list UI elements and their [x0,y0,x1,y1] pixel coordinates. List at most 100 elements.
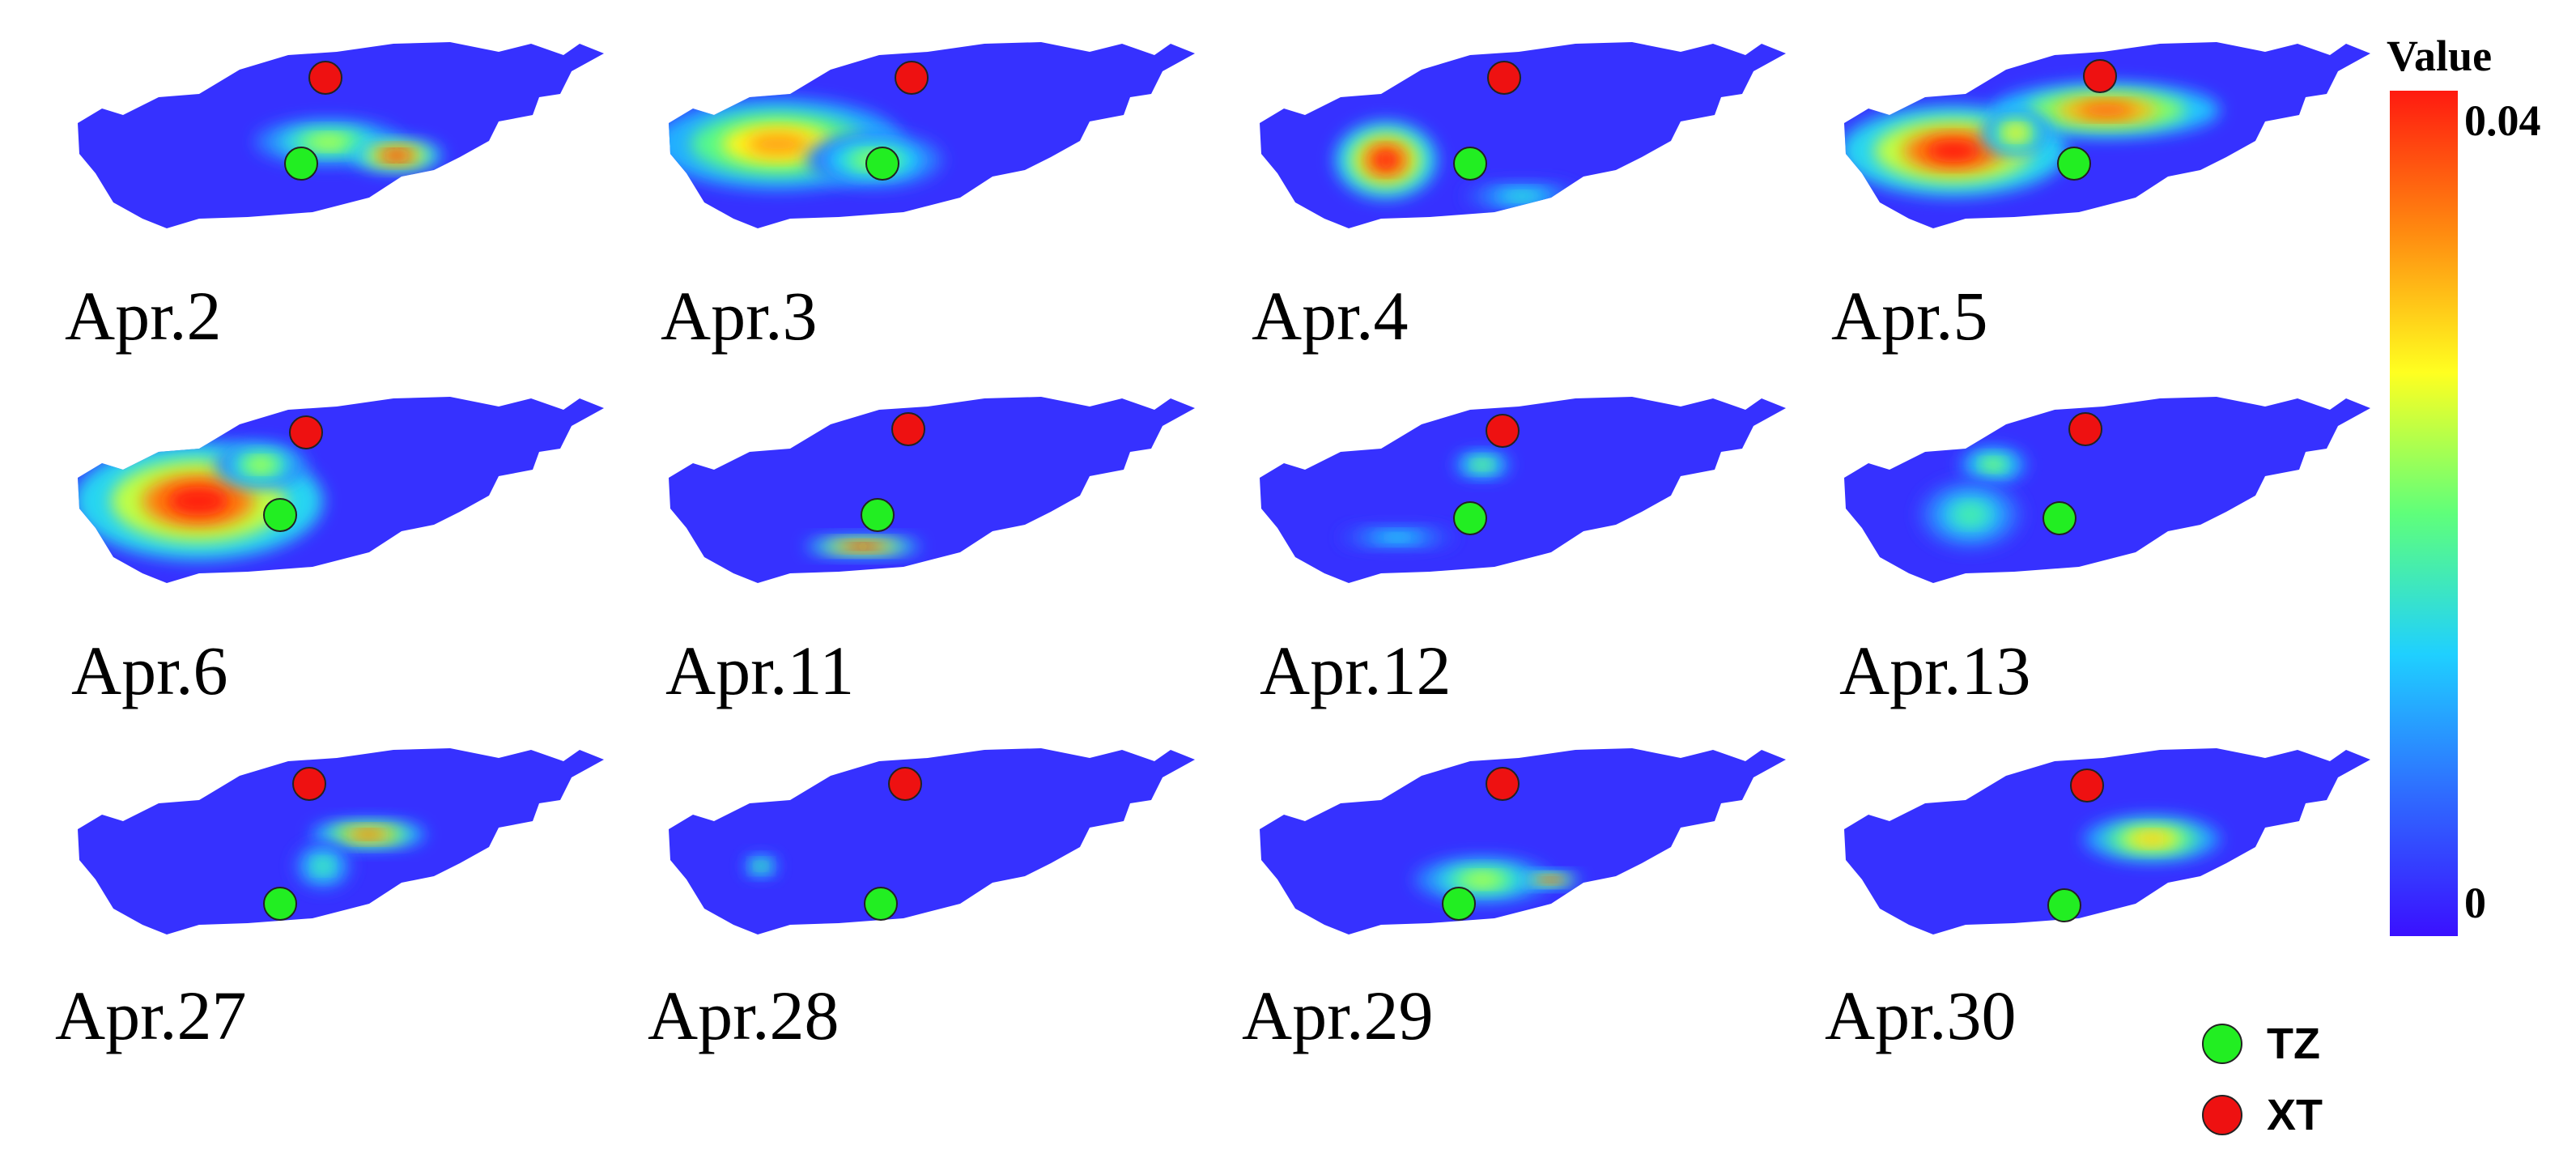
xt-marker [1486,414,1520,448]
dust-hotspot [167,486,230,516]
tz-marker [284,147,318,181]
legend-item-tz: TZ [2202,1019,2320,1069]
dust-hotspot [1925,139,1982,163]
dust-hotspot [354,831,383,838]
dust-map [669,42,1195,228]
date-label: Apr.12 [1260,632,1452,709]
colorbar [2390,91,2458,936]
tz-marker [864,887,898,921]
dust-map [669,748,1195,934]
dust-map [1260,748,1786,934]
xt-marker [308,61,342,95]
dust-map [1844,397,2370,583]
dust-hotspot [249,459,272,470]
legend-label: TZ [2267,1020,2320,1068]
dust-hotspot [1543,878,1558,882]
dust-hotspots [1844,83,2220,197]
dust-hotspot [1373,150,1399,170]
date-label: Apr.13 [1839,632,2031,709]
xt-marker [289,415,323,449]
region-outline [669,748,1195,934]
dust-map [1844,748,2370,934]
date-label: Apr.11 [665,632,855,709]
xt-marker [888,767,922,801]
tz-marker [2047,888,2081,922]
xt-marker [292,767,326,801]
red-circle-icon [2202,1095,2242,1135]
map-panel-apr27 [45,726,612,952]
tz-marker [263,887,297,921]
map-panel-apr11 [636,374,1203,601]
dust-hotspots [295,820,425,889]
map-panel-apr28 [636,726,1203,952]
legend-item-xt: XT [2202,1090,2323,1140]
tz-marker [865,147,899,181]
dust-hotspot [310,136,347,148]
date-label: Apr.28 [648,977,840,1054]
tz-marker [2057,147,2091,181]
tz-marker [2043,501,2077,535]
date-label: Apr.4 [1252,277,1409,355]
date-label: Apr.27 [55,977,247,1054]
map-panel-apr29 [1227,726,1794,952]
dust-hotspot [1465,874,1499,886]
map-panel-apr2 [45,19,612,246]
dust-hotspots [806,537,920,556]
date-label: Apr.6 [71,632,228,709]
date-label: Apr.29 [1242,977,1434,1054]
xt-marker [1486,767,1520,801]
region-outline [669,397,1195,583]
dust-hotspot [316,860,330,872]
dust-hotspot [1475,461,1490,469]
date-label: Apr.3 [661,277,818,355]
map-panel-apr4 [1227,19,1794,246]
dust-map [1260,42,1786,228]
dust-hotspot [2078,103,2135,117]
map-panel-apr30 [1812,726,2378,952]
dust-hotspot [2007,127,2025,138]
green-circle-icon [2202,1024,2242,1064]
xt-marker [1487,61,1521,95]
map-panel-apr12 [1227,374,1794,601]
dust-hotspot [746,133,810,155]
dust-map [78,42,604,228]
tz-marker [861,498,895,532]
dust-map [78,748,604,934]
dust-hotspots [1919,446,2027,549]
xt-marker [2083,59,2117,93]
dust-hotspots [744,854,778,878]
map-panel-apr3 [636,19,1203,246]
colorbar-title: Value [2387,32,2493,80]
dust-map [78,397,604,583]
dust-hotspots [2084,816,2220,862]
region-outline [1844,397,2370,583]
dust-map [1844,42,2370,228]
dust-hotspot [1383,534,1412,541]
tz-marker [1453,501,1487,535]
tz-marker [1453,147,1487,181]
xt-marker [2068,412,2102,446]
dust-hotspot [2135,833,2169,845]
map-panel-apr13 [1812,374,2378,601]
colorbar-min-label: 0 [2464,879,2486,927]
map-panel-apr5 [1812,19,2378,246]
dust-hotspot [756,863,766,870]
map-panel-apr6 [45,374,612,601]
dust-hotspot [1958,506,1983,524]
dust-hotspot [385,151,408,160]
date-label: Apr.2 [65,277,222,355]
legend-label: XT [2267,1091,2323,1139]
date-label: Apr.30 [1825,977,2017,1054]
colorbar-max-label: 0.04 [2464,96,2541,145]
tz-marker [1442,887,1476,921]
date-label: Apr.5 [1831,277,1988,355]
xt-marker [891,412,925,446]
dust-hotspots [78,442,323,560]
dust-hotspot [1984,460,2002,470]
dust-hotspot [848,544,878,549]
xt-marker [2070,768,2104,803]
region-outline [1260,748,1786,934]
dust-map [1260,397,1786,583]
region-outline [1260,397,1786,583]
dust-map [669,397,1195,583]
